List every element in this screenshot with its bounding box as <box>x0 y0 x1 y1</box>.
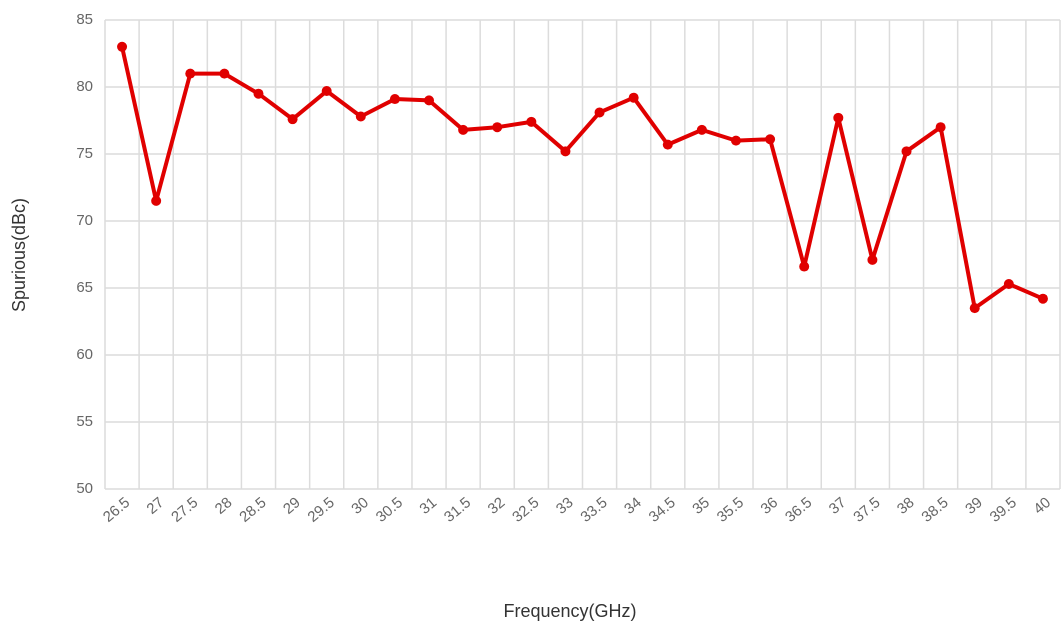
data-point <box>185 68 196 79</box>
x-tick-label: 32.5 <box>509 494 542 526</box>
x-tick-label: 29.5 <box>305 494 338 526</box>
x-tick-label: 29 <box>280 494 304 518</box>
x-tick-label: 33.5 <box>577 494 610 526</box>
x-tick-label: 36 <box>758 494 782 518</box>
y-tick-label: 70 <box>76 212 93 229</box>
data-point <box>594 107 605 118</box>
data-point <box>424 95 435 106</box>
x-tick-label: 39.5 <box>987 494 1020 526</box>
x-tick-label: 26.5 <box>100 494 133 526</box>
data-point <box>935 122 946 133</box>
data-point <box>901 146 912 157</box>
x-tick-label: 38.5 <box>918 494 951 526</box>
x-axis-title: Frequency(GHz) <box>503 601 636 621</box>
data-point <box>1003 278 1014 289</box>
data-point <box>662 139 673 150</box>
x-tick-label: 28 <box>212 494 236 518</box>
data-point <box>526 116 537 127</box>
data-point <box>1037 293 1048 304</box>
y-tick-label: 65 <box>76 279 93 296</box>
data-point <box>253 88 264 99</box>
data-point <box>833 112 844 123</box>
data-point <box>696 124 707 135</box>
y-axis-title: Spurious(dBc) <box>9 198 29 312</box>
x-tick-label: 39 <box>962 494 986 518</box>
data-point <box>458 124 469 135</box>
x-tick-label: 33 <box>553 494 577 518</box>
data-point <box>628 92 639 103</box>
x-tick-label: 31.5 <box>441 494 474 526</box>
x-tick-label: 27.5 <box>168 494 201 526</box>
data-point <box>287 114 298 125</box>
x-tick-label: 30 <box>348 494 372 518</box>
x-tick-label: 35.5 <box>714 494 747 526</box>
y-tick-label: 80 <box>76 78 93 95</box>
x-tick-label: 31 <box>416 494 440 518</box>
x-tick-label: 37 <box>826 494 850 518</box>
data-point <box>219 68 230 79</box>
y-tick-label: 50 <box>76 480 93 497</box>
data-point <box>730 135 741 146</box>
x-tick-label: 35 <box>689 494 713 518</box>
x-tick-label: 27 <box>144 494 168 518</box>
x-tick-label: 38 <box>894 494 918 518</box>
x-tick-label: 40 <box>1030 494 1054 518</box>
x-tick-label: 36.5 <box>782 494 815 526</box>
y-tick-label: 60 <box>76 346 93 363</box>
x-tick-label: 34.5 <box>646 494 679 526</box>
data-point <box>492 122 503 133</box>
x-tick-label: 28.5 <box>236 494 269 526</box>
data-point <box>560 146 571 157</box>
data-point <box>117 41 128 52</box>
x-tick-label: 37.5 <box>850 494 883 526</box>
data-point <box>867 254 878 265</box>
y-tick-label: 55 <box>76 413 93 430</box>
data-point <box>355 111 366 122</box>
y-tick-label: 85 <box>76 11 93 28</box>
data-point <box>151 195 162 206</box>
data-line <box>120 46 1044 311</box>
x-tick-label: 34 <box>621 494 645 518</box>
x-tick-label: 32 <box>485 494 509 518</box>
data-point <box>969 303 980 314</box>
data-point <box>389 94 400 105</box>
data-point <box>799 261 810 272</box>
data-point <box>765 134 776 145</box>
x-tick-label: 30.5 <box>373 494 406 526</box>
data-point <box>321 86 332 97</box>
y-tick-label: 75 <box>76 145 93 162</box>
